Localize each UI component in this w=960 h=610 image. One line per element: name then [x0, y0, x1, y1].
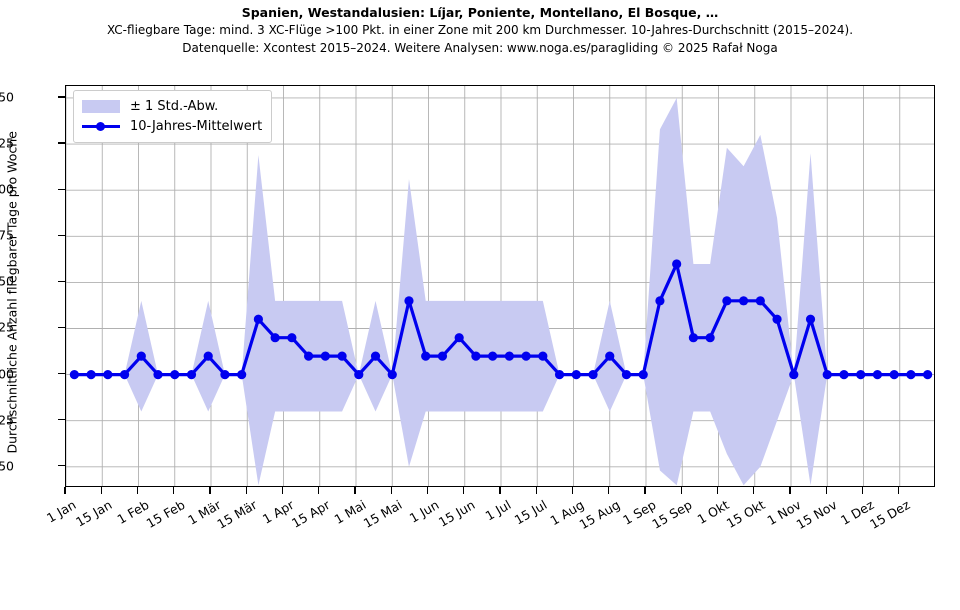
legend-entry-line: 10-Jahres-Mittelwert: [82, 116, 262, 136]
plot-svg: [66, 86, 934, 486]
x-tick-mark: [753, 487, 755, 494]
x-tick-mark: [608, 487, 610, 494]
x-tick-mark: [390, 487, 392, 494]
line-swatch-icon: [82, 120, 120, 133]
std-deviation-band: [74, 97, 928, 486]
y-tick-label: 1.50: [0, 89, 14, 105]
mean-line: [72, 262, 930, 377]
x-tick-mark: [680, 487, 682, 494]
y-tick-label: 1.00: [0, 181, 14, 197]
x-tick-mark: [100, 487, 102, 494]
y-tick-mark: [58, 465, 65, 467]
y-tick-label: 1.25: [0, 135, 14, 151]
chart-legend: ± 1 Std.-Abw. 10-Jahres-Mittelwert: [73, 90, 273, 143]
y-tick-mark: [58, 326, 65, 329]
x-tick-mark: [173, 487, 175, 494]
x-tick-mark: [281, 487, 284, 494]
chart-titles: Spanien, Westandalusien: Líjar, Poniente…: [0, 4, 960, 57]
y-tick-mark: [58, 234, 65, 236]
y-tick-mark: [58, 96, 65, 98]
band-swatch-icon: [82, 99, 120, 113]
x-tick-mark: [463, 487, 465, 494]
y-tick-label: 0.75: [0, 227, 14, 243]
legend-line-label: 10-Jahres-Mittelwert: [130, 118, 263, 134]
y-tick-mark: [58, 142, 65, 144]
chart-figure: Spanien, Westandalusien: Líjar, Poniente…: [0, 4, 960, 533]
y-tick-label: 0.25: [0, 319, 14, 335]
y-tick-label: −0.25: [0, 412, 14, 428]
y-tick-label: 0.00: [0, 366, 14, 382]
x-tick-mark: [318, 487, 320, 494]
y-tick-label: −0.50: [0, 458, 14, 474]
chart-title: Spanien, Westandalusien: Líjar, Poniente…: [241, 5, 719, 20]
y-tick-label: 0.50: [0, 273, 14, 289]
x-tick-mark: [825, 487, 827, 494]
x-tick-mark: [571, 487, 574, 494]
chart-subtitle-line-2: Datenquelle: Xcontest 2015–2024. Weitere…: [182, 41, 778, 55]
x-tick-mark: [861, 487, 864, 494]
x-tick-mark: [64, 487, 66, 494]
y-tick-mark: [58, 188, 65, 190]
y-tick-mark: [58, 372, 65, 375]
y-tick-mark: [58, 280, 65, 283]
x-tick-mark: [136, 487, 139, 494]
x-tick-mark: [716, 487, 719, 494]
chart-subtitle-line-1: XC-fliegbare Tage: mind. 3 XC-Flüge >100…: [106, 23, 854, 37]
x-tick-mark: [499, 487, 501, 494]
mean-markers: [69, 259, 933, 380]
x-tick-mark: [354, 487, 356, 494]
x-tick-mark: [644, 487, 646, 494]
x-tick-mark: [426, 487, 429, 494]
x-tick-mark: [245, 487, 247, 494]
x-tick-mark: [898, 487, 900, 494]
y-tick-mark: [58, 419, 65, 421]
x-tick-mark: [789, 487, 791, 494]
legend-band-label: ± 1 Std.-Abw.: [130, 98, 219, 114]
plot-area: [65, 85, 935, 487]
x-tick-mark: [535, 487, 537, 494]
x-tick-mark: [209, 487, 211, 494]
legend-entry-band: ± 1 Std.-Abw.: [82, 96, 262, 116]
